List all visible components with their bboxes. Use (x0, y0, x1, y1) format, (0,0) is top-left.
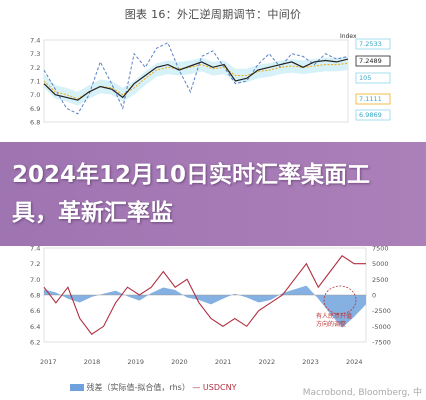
bottom-rhs-tick-label: 5000 (372, 260, 389, 268)
headline-banner: 2024年12月10日实时汇率桌面工具，革新汇率监 (0, 142, 426, 246)
top-right-label-text: 6.9869 (359, 111, 382, 119)
bottom-y-tick-label: 6.2 (30, 339, 40, 347)
bottom-rhs-tick-label: 7500 (372, 245, 389, 253)
legend-residual-label: 残差（实际值-拟合值，rhs） (86, 383, 190, 392)
top-y-tick-label: 7.2 (30, 64, 40, 72)
bottom-x-tick-label: 2024 (346, 358, 363, 366)
bottom-annotation-text: 方向的调整 (316, 320, 346, 328)
top-band-area (44, 56, 348, 106)
top-corner-label: Index (340, 33, 357, 40)
bottom-y-tick-label: 7.2 (30, 260, 40, 268)
bottom-x-tick-label: 2023 (302, 358, 319, 366)
bottom-rhs-tick-label: -2500 (372, 307, 391, 315)
bottom-y-tick-label: 6.8 (30, 292, 40, 300)
top-right-label-box (355, 38, 391, 50)
legend-swatch-residual (70, 384, 84, 391)
top-y-tick-label: 6.9 (30, 105, 40, 113)
bottom-x-tick-label: 2017 (40, 358, 57, 366)
bottom-x-tick-label: 2018 (84, 358, 101, 366)
bottom-y-tick-label: 7.4 (30, 245, 40, 253)
bottom-annotation-text: 有人民币升值 (316, 312, 352, 320)
top-right-label-text: 7.2533 (359, 40, 382, 48)
top-right-label-text: 7.1111 (359, 95, 382, 103)
bottom-rhs-tick-label: -5000 (372, 323, 391, 331)
bottom-x-tick-label: 2020 (171, 358, 188, 366)
top-series-black (43, 58, 349, 101)
top-right-label-box (355, 93, 391, 105)
bottom-rhs-tick-label: -7500 (372, 339, 391, 347)
top-y-tick-label: 7.1 (30, 78, 40, 86)
legend-usdcny-label: — USDCNY (192, 383, 237, 392)
top-plot-frame (43, 39, 349, 123)
top-y-tick-label: 7.3 (30, 50, 40, 58)
top-right-label-text: 105 (359, 74, 371, 82)
bottom-x-tick-label: 2021 (215, 358, 232, 366)
source-watermark: Macrobond, Bloomberg, 中 (302, 388, 422, 398)
top-right-label-box (355, 55, 391, 67)
figure-title: 图表 16：外汇逆周期调节：中间价 (124, 8, 302, 21)
top-y-tick-label: 6.8 (30, 119, 40, 127)
bottom-y-tick-label: 7.0 (30, 276, 40, 284)
headline-text: 2024年12月10日实时汇率桌面工具，革新汇率监 (12, 162, 371, 226)
top-right-label-box (355, 72, 391, 84)
bottom-rhs-tick-label: 0 (372, 292, 376, 300)
bottom-x-tick-label: 2019 (127, 358, 144, 366)
top-right-label-box (355, 109, 391, 121)
legend: 残差（实际值-拟合值，rhs） — USDCNY (70, 382, 236, 393)
bottom-x-tick-label: 2022 (259, 358, 276, 366)
top-y-tick-label: 7.0 (30, 91, 40, 99)
top-right-label-text: 7.2489 (359, 57, 382, 65)
bottom-series-usdcny (43, 255, 366, 335)
bottom-rhs-tick-label: 2500 (372, 276, 389, 284)
bottom-annotation-circle (323, 285, 357, 315)
bottom-y-tick-label: 6.6 (30, 307, 40, 315)
top-series-orange (43, 62, 349, 100)
top-y-tick-label: 7.4 (30, 37, 40, 45)
top-series-dashed-blue (43, 42, 349, 115)
bottom-y-tick-label: 6.4 (30, 323, 40, 331)
